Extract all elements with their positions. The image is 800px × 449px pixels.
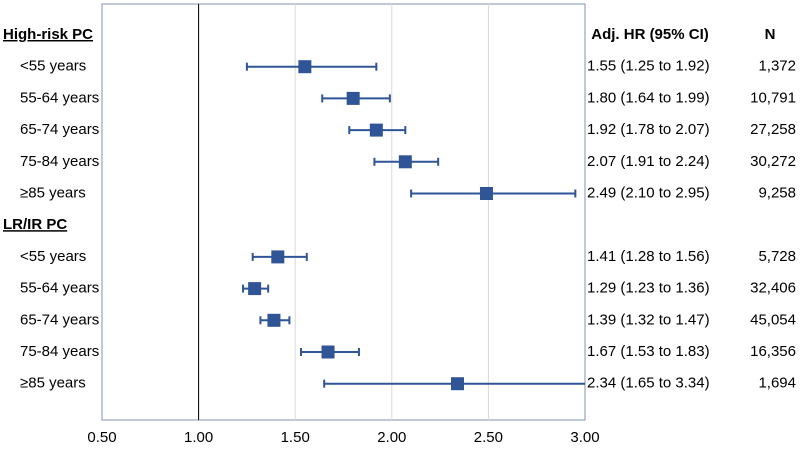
n-label: 5,728 [758, 248, 796, 265]
row-label: 65-74 years [20, 121, 99, 138]
row-label: ≥85 years [20, 375, 86, 392]
n-label: 45,054 [750, 311, 796, 328]
row-label: 65-74 years [20, 311, 99, 328]
hr-label: 2.07 (1.91 to 2.24) [587, 153, 710, 170]
plot-area [242, 60, 585, 391]
hr-marker [479, 187, 493, 200]
hr-marker [398, 155, 412, 169]
hr-marker [450, 377, 464, 391]
row-label: 55-64 years [20, 280, 99, 297]
hr-label: 1.80 (1.64 to 1.99) [587, 89, 710, 106]
n-label: 30,272 [750, 153, 796, 170]
row-label: 55-64 years [20, 89, 99, 106]
group-header: High-risk PC [3, 26, 93, 43]
hr-label: 1.67 (1.53 to 1.83) [587, 343, 710, 360]
hr-label: 2.49 (2.10 to 2.95) [587, 184, 710, 201]
row-label: ≥85 years [20, 184, 86, 201]
row-label: <55 years [20, 248, 86, 265]
hr-label: 1.92 (1.78 to 2.07) [587, 121, 710, 138]
plot-frame [101, 3, 586, 421]
x-tick-label: 3.00 [570, 429, 599, 446]
row-label: 75-84 years [20, 153, 99, 170]
row-label: 75-84 years [20, 343, 99, 360]
hr-marker [321, 345, 335, 359]
n-header: N [765, 26, 776, 43]
hr-marker [298, 60, 312, 74]
n-label: 32,406 [750, 280, 796, 297]
hr-header: Adj. HR (95% CI) [591, 26, 709, 43]
group-header: LR/IR PC [3, 216, 67, 233]
n-label: 10,791 [750, 89, 796, 106]
hr-label: 2.34 (1.65 to 3.34) [587, 375, 710, 392]
x-tick-label: 2.50 [474, 429, 503, 446]
n-label: 1,694 [758, 375, 796, 392]
n-label: 1,372 [758, 58, 796, 75]
hr-marker [267, 313, 281, 327]
x-tick-label: 1.00 [184, 429, 213, 446]
hr-marker [346, 91, 360, 105]
n-label: 9,258 [758, 184, 796, 201]
n-label: 27,258 [750, 121, 796, 138]
hr-marker [248, 282, 262, 296]
hr-label: 1.29 (1.23 to 1.36) [587, 280, 710, 297]
row-label: <55 years [20, 58, 86, 75]
x-tick-label: 2.00 [377, 429, 406, 446]
n-label: 16,356 [750, 343, 796, 360]
hr-label: 1.39 (1.32 to 1.47) [587, 311, 710, 328]
x-tick-label: 0.50 [87, 429, 116, 446]
hr-label: 1.41 (1.28 to 1.56) [587, 248, 710, 265]
x-tick-label: 1.50 [281, 429, 310, 446]
hr-marker [271, 250, 285, 264]
hr-label: 1.55 (1.25 to 1.92) [587, 58, 710, 75]
hr-marker [369, 123, 383, 137]
